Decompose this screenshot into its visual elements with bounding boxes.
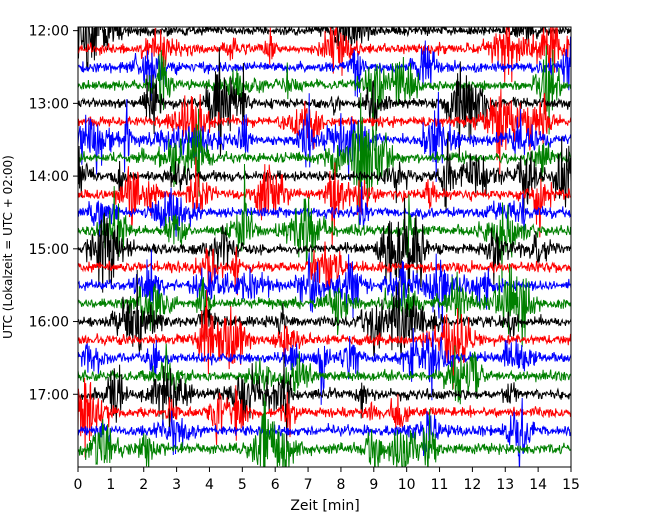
x-tick-label: 3 bbox=[172, 477, 181, 493]
trace-line bbox=[78, 394, 571, 467]
x-tick-label: 12 bbox=[463, 477, 481, 493]
trace-line bbox=[78, 377, 571, 458]
trace-line bbox=[78, 27, 571, 70]
x-tick-label: 1 bbox=[106, 477, 115, 493]
x-tick-label: 8 bbox=[336, 477, 345, 493]
trace-line bbox=[78, 249, 571, 335]
trace-line bbox=[78, 343, 571, 405]
seismic-traces bbox=[78, 27, 571, 467]
trace-line bbox=[78, 91, 571, 183]
y-tick-label: 17:00 bbox=[29, 387, 69, 403]
trace-line bbox=[78, 156, 571, 247]
x-axis-ticks: 0 1 2 3 4 5 6 7 8 9 10 11 12 13 14 15 bbox=[74, 467, 580, 493]
x-tick-label: 5 bbox=[238, 477, 247, 493]
trace-line bbox=[78, 88, 571, 176]
y-tick-label: 14:00 bbox=[29, 169, 69, 185]
x-axis-label: Zeit [min] bbox=[290, 498, 359, 514]
plot-frame bbox=[77, 26, 572, 468]
y-tick-label: 16:00 bbox=[29, 315, 69, 331]
x-tick-label: 13 bbox=[496, 477, 514, 493]
trace-line bbox=[78, 327, 571, 405]
x-tick-label: 0 bbox=[74, 477, 83, 493]
trace-line bbox=[78, 269, 571, 360]
y-axis-label: UTC (Lokalzeit = UTC + 02:00) bbox=[1, 155, 15, 339]
x-tick-label: 14 bbox=[529, 477, 547, 493]
trace-line bbox=[78, 132, 571, 213]
x-tick-label: 15 bbox=[562, 477, 580, 493]
x-tick-label: 9 bbox=[369, 477, 378, 493]
trace-line bbox=[78, 397, 571, 467]
trace-line bbox=[78, 47, 571, 161]
x-tick-label: 4 bbox=[205, 477, 214, 493]
trace-line bbox=[78, 36, 571, 101]
trace-line bbox=[78, 27, 571, 83]
y-tick-label: 15:00 bbox=[29, 242, 69, 258]
trace-line bbox=[78, 354, 571, 448]
trace-line bbox=[78, 92, 571, 232]
x-tick-label: 10 bbox=[398, 477, 416, 493]
trace-line bbox=[78, 289, 571, 389]
x-tick-label: 2 bbox=[139, 477, 148, 493]
y-tick-label: 13:00 bbox=[29, 96, 69, 112]
x-tick-label: 7 bbox=[304, 477, 313, 493]
trace-line bbox=[78, 181, 571, 237]
trace-line bbox=[78, 163, 571, 285]
y-tick-label: 12:00 bbox=[29, 24, 69, 40]
x-tick-label: 6 bbox=[271, 477, 280, 493]
x-tick-label: 11 bbox=[431, 477, 449, 493]
y-axis-ticks: 12:00 13:00 14:00 15:00 16:00 17:00 bbox=[29, 24, 78, 403]
